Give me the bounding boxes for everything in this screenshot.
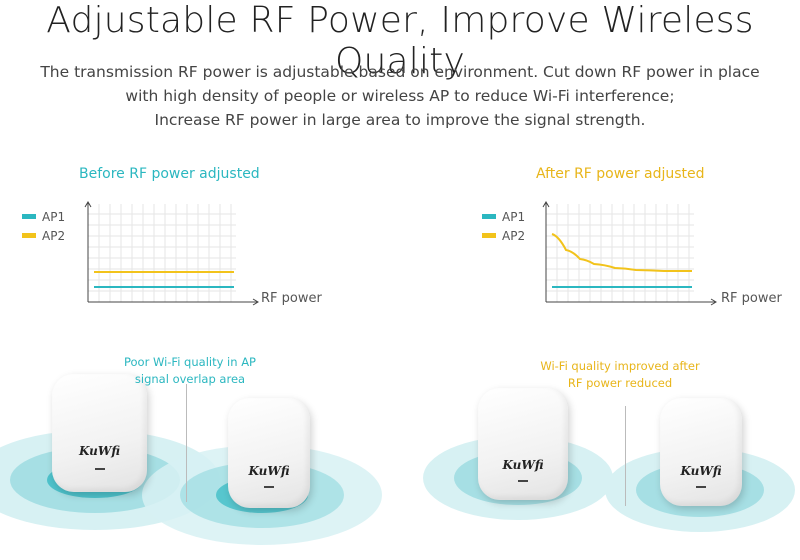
description-line-1: The transmission RF power is adjustable … bbox=[40, 63, 760, 81]
after-x-label: RF power bbox=[721, 291, 782, 306]
access-point-device: KuWfi bbox=[228, 398, 310, 508]
before-chart-title: Before RF power adjusted bbox=[79, 166, 260, 182]
description-line-2: with high density of people or wireless … bbox=[125, 87, 675, 105]
page-title: Adjustable RF Power, Improve Wireless Qu… bbox=[46, 0, 754, 82]
after-chart bbox=[542, 201, 717, 306]
led-indicator bbox=[696, 486, 706, 488]
access-point-device: KuWfi bbox=[52, 374, 147, 492]
y-axis-arrow bbox=[542, 201, 550, 208]
x-axis-arrow bbox=[252, 298, 259, 306]
before-legend: AP1 AP2 bbox=[22, 207, 65, 245]
x-axis-arrow bbox=[710, 298, 717, 306]
led-indicator bbox=[264, 486, 274, 488]
legend-ap1: AP1 bbox=[482, 207, 525, 226]
kuwfi-logo: KuWfi bbox=[78, 444, 121, 458]
legend-ap2: AP2 bbox=[482, 226, 525, 245]
legend-ap2-label: AP2 bbox=[502, 228, 526, 243]
legend-ap2-swatch bbox=[482, 233, 496, 238]
right-caption-line-2: RF power reduced bbox=[567, 376, 673, 390]
right-caption: Wi-Fi quality improved after RF power re… bbox=[540, 358, 700, 392]
left-caption-line-1: Poor Wi-Fi quality in AP bbox=[123, 355, 256, 369]
after-legend: AP1 AP2 bbox=[482, 207, 525, 245]
before-chart bbox=[84, 201, 259, 306]
right-divider bbox=[625, 406, 626, 506]
led-indicator bbox=[518, 480, 528, 482]
led-indicator bbox=[94, 468, 105, 470]
access-point-device: KuWfi bbox=[660, 398, 742, 506]
legend-ap1-label: AP1 bbox=[502, 209, 526, 224]
description: The transmission RF power is adjustable … bbox=[20, 60, 780, 132]
legend-ap2-label: AP2 bbox=[42, 228, 66, 243]
series-line-ap2 bbox=[551, 233, 692, 272]
right-caption-line-1: Wi-Fi quality improved after bbox=[540, 359, 700, 373]
y-axis-arrow bbox=[84, 201, 92, 208]
left-caption: Poor Wi-Fi quality in AP signal overlap … bbox=[120, 354, 260, 388]
legend-ap2-swatch bbox=[22, 233, 36, 238]
kuwfi-logo: KuWfi bbox=[502, 458, 544, 472]
kuwfi-logo: KuWfi bbox=[248, 464, 290, 478]
kuwfi-logo: KuWfi bbox=[680, 464, 722, 478]
legend-ap1: AP1 bbox=[22, 207, 65, 226]
legend-ap2: AP2 bbox=[22, 226, 65, 245]
description-line-3: Increase RF power in large area to impro… bbox=[154, 111, 646, 129]
left-scene: KuWfi KuWfi bbox=[0, 340, 400, 560]
left-divider bbox=[186, 384, 187, 502]
access-point-device: KuWfi bbox=[478, 388, 568, 500]
after-chart-title: After RF power adjusted bbox=[536, 166, 705, 182]
legend-ap1-label: AP1 bbox=[42, 209, 66, 224]
before-x-label: RF power bbox=[261, 291, 322, 306]
legend-ap1-swatch bbox=[482, 214, 496, 219]
right-scene: KuWfi KuWfi bbox=[400, 340, 800, 560]
left-caption-line-2: signal overlap area bbox=[134, 372, 246, 386]
legend-ap1-swatch bbox=[22, 214, 36, 219]
